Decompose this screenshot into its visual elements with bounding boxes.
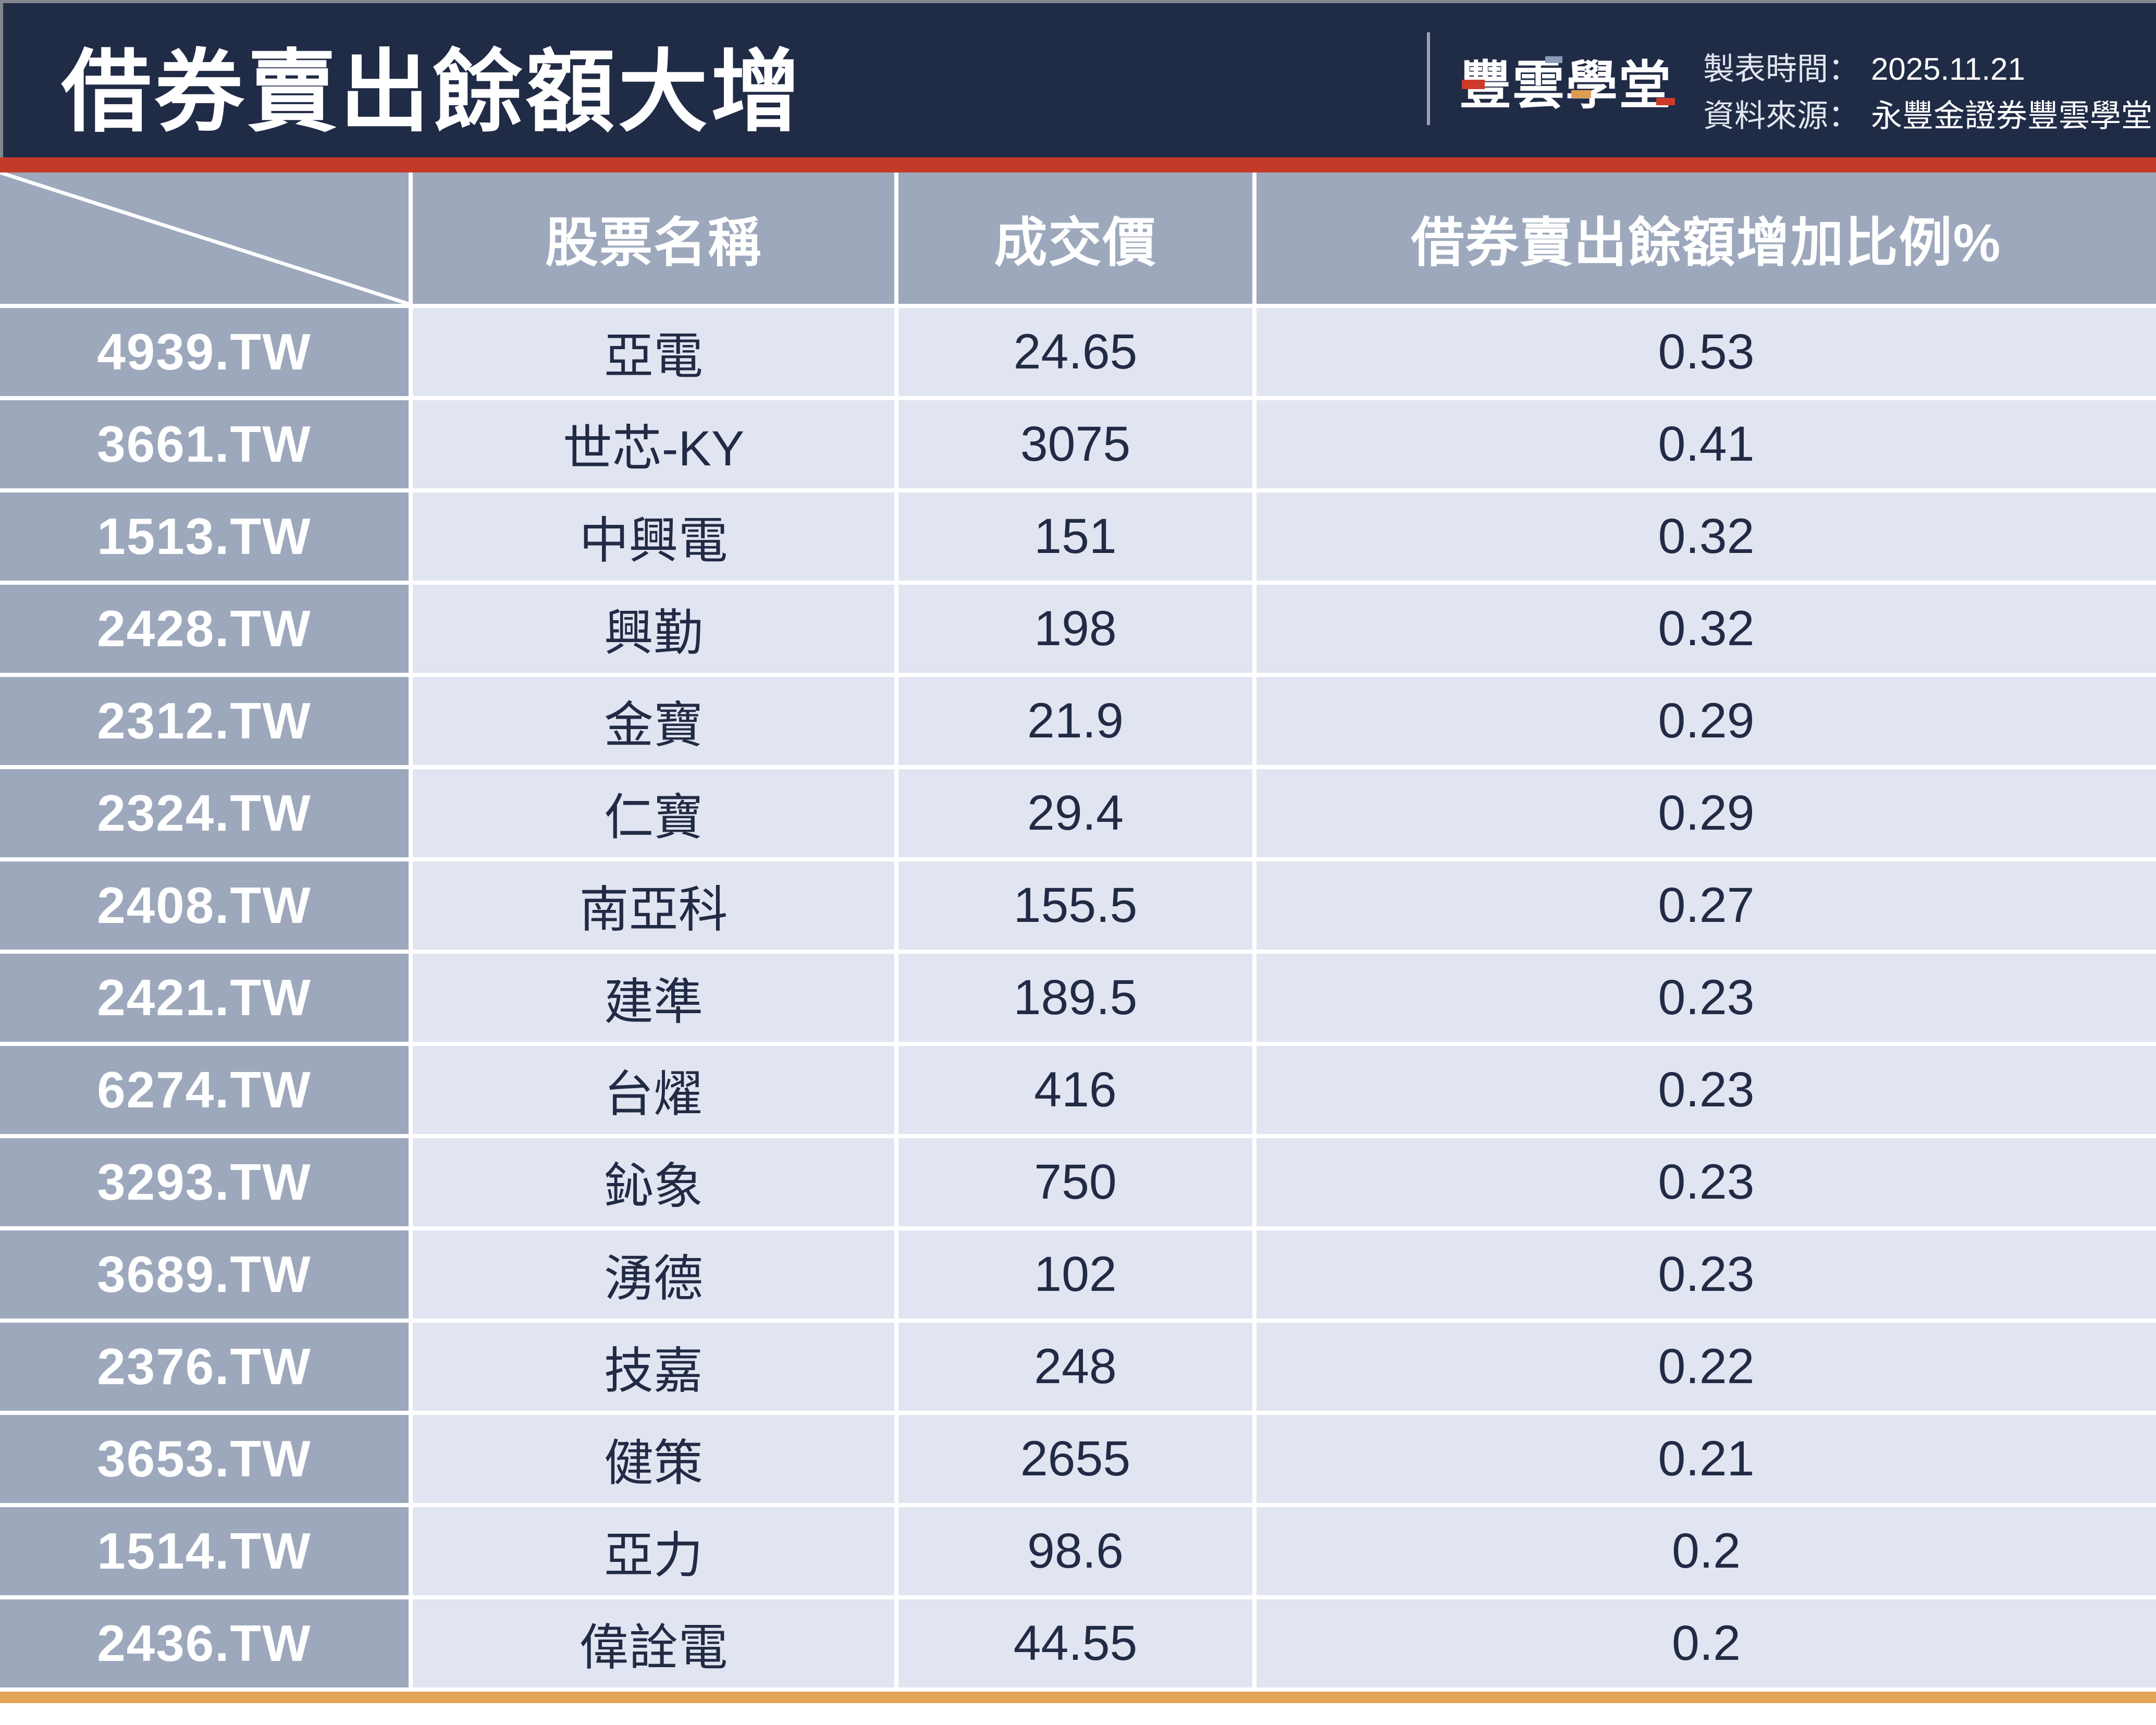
ratio-cell: 0.21 <box>1256 1415 2156 1503</box>
logo-accent-red2-icon <box>1656 98 1675 105</box>
price-cell: 189.5 <box>898 954 1252 1042</box>
stock-code-cell: 6274.TW <box>0 1046 409 1134</box>
price-cell: 102 <box>898 1230 1252 1319</box>
ratio-cell: 0.41 <box>1256 400 2156 488</box>
column-header-stock-name: 股票名稱 <box>413 173 894 304</box>
ratio-cell: 0.32 <box>1256 585 2156 673</box>
brand-logo-text: 豐雲學堂 <box>1459 56 1672 115</box>
source-line: 資料來源： 永豐金證券豐雲學堂 <box>1703 93 2152 140</box>
stock-name-cell: 建準 <box>413 954 894 1042</box>
stock-name-cell: 亞電 <box>413 308 894 396</box>
stock-code-cell: 2428.TW <box>0 585 409 673</box>
accent-strip-red <box>0 157 2156 173</box>
column-header-ratio: 借券賣出餘額增加比例% <box>1256 173 2156 304</box>
stock-code-cell: 3689.TW <box>0 1230 409 1319</box>
ratio-cell: 0.29 <box>1256 769 2156 857</box>
stock-name-cell: 興勤 <box>413 585 894 673</box>
column-header-price: 成交價 <box>898 173 1252 304</box>
stock-code-cell: 2421.TW <box>0 954 409 1042</box>
ratio-cell: 0.22 <box>1256 1323 2156 1411</box>
made-time-line: 製表時間： 2025.11.21 <box>1703 46 2152 93</box>
price-cell: 44.55 <box>898 1599 1252 1687</box>
logo-accent-orange-icon <box>1571 90 1591 98</box>
stock-name-cell: 世芯-KY <box>413 400 894 488</box>
stock-name-cell: 亞力 <box>413 1507 894 1595</box>
ratio-cell: 0.27 <box>1256 861 2156 950</box>
stock-code-cell: 1514.TW <box>0 1507 409 1595</box>
ratio-cell: 0.2 <box>1256 1507 2156 1595</box>
ratio-cell: 0.23 <box>1256 954 2156 1042</box>
ratio-cell: 0.32 <box>1256 492 2156 581</box>
price-cell: 2655 <box>898 1415 1252 1503</box>
ratio-cell: 0.2 <box>1256 1599 2156 1687</box>
price-cell: 248 <box>898 1323 1252 1411</box>
brand-divider <box>1427 32 1430 125</box>
source-label: 資料來源： <box>1703 98 1859 133</box>
stock-code-cell: 2436.TW <box>0 1599 409 1687</box>
stock-table: 股票名稱 成交價 借券賣出餘額增加比例% 4939.TW 亞電 24.65 0.… <box>0 173 2156 1687</box>
price-cell: 750 <box>898 1138 1252 1226</box>
stock-name-cell: 南亞科 <box>413 861 894 950</box>
stock-name-cell: 鈊象 <box>413 1138 894 1226</box>
price-cell: 151 <box>898 492 1252 581</box>
price-cell: 98.6 <box>898 1507 1252 1595</box>
ratio-cell: 0.23 <box>1256 1230 2156 1319</box>
made-time-label: 製表時間： <box>1703 52 1859 87</box>
stock-name-cell: 湧德 <box>413 1230 894 1319</box>
source-value: 永豐金證券豐雲學堂 <box>1871 98 2152 133</box>
price-cell: 198 <box>898 585 1252 673</box>
stock-name-cell: 台燿 <box>413 1046 894 1134</box>
price-cell: 29.4 <box>898 769 1252 857</box>
accent-strip-orange <box>0 1692 2156 1703</box>
stock-code-cell: 2324.TW <box>0 769 409 857</box>
stock-name-cell: 偉詮電 <box>413 1599 894 1687</box>
stock-name-cell: 技嘉 <box>413 1323 894 1411</box>
stock-name-cell: 中興電 <box>413 492 894 581</box>
price-cell: 21.9 <box>898 677 1252 765</box>
stock-code-cell: 3661.TW <box>0 400 409 488</box>
brand-logo: 豐雲學堂 <box>1459 52 1678 115</box>
stock-code-cell: 2376.TW <box>0 1323 409 1411</box>
price-cell: 24.65 <box>898 308 1252 396</box>
stock-code-cell: 2312.TW <box>0 677 409 765</box>
stock-name-cell: 金寶 <box>413 677 894 765</box>
logo-accent-slate-icon <box>1545 56 1562 63</box>
stock-name-cell: 仁寶 <box>413 769 894 857</box>
made-time-value: 2025.11.21 <box>1871 52 2025 87</box>
ratio-cell: 0.23 <box>1256 1138 2156 1226</box>
logo-accent-red-icon <box>1462 80 1485 89</box>
corner-diagonal-cell <box>0 173 409 304</box>
window-top-edge <box>0 0 2156 3</box>
diagonal-line-icon <box>0 173 409 304</box>
price-cell: 416 <box>898 1046 1252 1134</box>
stock-code-cell: 4939.TW <box>0 308 409 396</box>
ratio-cell: 0.53 <box>1256 308 2156 396</box>
price-cell: 155.5 <box>898 861 1252 950</box>
meta-info: 製表時間： 2025.11.21 資料來源： 永豐金證券豐雲學堂 <box>1703 46 2152 140</box>
stock-code-cell: 3293.TW <box>0 1138 409 1226</box>
stock-code-cell: 2408.TW <box>0 861 409 950</box>
stock-code-cell: 1513.TW <box>0 492 409 581</box>
price-cell: 3075 <box>898 400 1252 488</box>
stock-code-cell: 3653.TW <box>0 1415 409 1503</box>
window-left-edge <box>0 0 3 157</box>
ratio-cell: 0.29 <box>1256 677 2156 765</box>
header-bar: 借券賣出餘額大增 豐雲學堂 製表時間： 2025.11.21 資料來源： 永豐金證券… <box>0 0 2156 157</box>
ratio-cell: 0.23 <box>1256 1046 2156 1134</box>
page-title: 借券賣出餘額大增 <box>61 42 804 142</box>
stock-name-cell: 健策 <box>413 1415 894 1503</box>
